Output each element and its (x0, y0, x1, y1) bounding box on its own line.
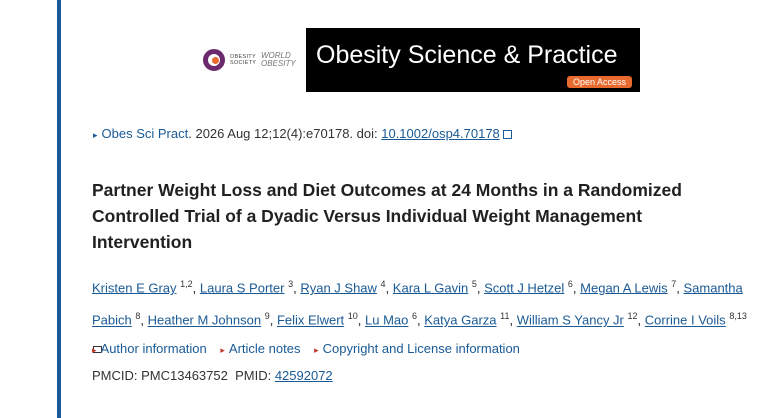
journal-title: Obesity Science & Practice (316, 41, 618, 69)
pmcid-label: PMCID: PMC13463752 (92, 368, 228, 383)
obesity-society-text: OBESITY SOCIETY (230, 54, 257, 66)
author-link[interactable]: Lu Mao (365, 312, 409, 328)
author-affiliation: 10 (347, 311, 358, 322)
author-link[interactable]: William S Yancy Jr (516, 312, 624, 328)
author-information-link[interactable]: Author information (100, 341, 207, 356)
author-affiliation: 3 (288, 279, 294, 289)
article-notes-triangle-icon: ▸ (220, 345, 225, 355)
author-affiliation: 12 (627, 311, 638, 322)
external-link-icon[interactable] (502, 130, 512, 139)
pmid-label: PMID: (235, 368, 275, 383)
society-logos: OBESITY SOCIETY WORLD OBESITY (197, 28, 306, 92)
author-link[interactable]: Kristen E Gray (92, 280, 177, 296)
author-link[interactable]: Megan A Lewis (580, 280, 668, 296)
author-link[interactable]: Felix Elwert (276, 312, 345, 328)
copyright-triangle-icon: ▸ (314, 345, 319, 355)
author-link[interactable]: Katya Garza (424, 312, 497, 328)
author-affiliation: 7 (671, 279, 677, 289)
author-affiliation: 6 (567, 279, 573, 289)
author-list: Kristen E Gray 1,2, Laura S Porter 3, Ry… (92, 270, 752, 363)
journal-banner[interactable]: OBESITY SOCIETY WORLD OBESITY Obesity Sc… (197, 28, 640, 92)
author-link[interactable]: Ryan J Shaw (300, 280, 377, 296)
article-notes-link[interactable]: Article notes (228, 341, 301, 356)
obesity-society-logo-icon (203, 49, 225, 71)
author-link[interactable]: Laura S Porter (199, 280, 285, 296)
author-link[interactable]: Kara L Gavin (392, 280, 469, 296)
expand-triangle-icon[interactable]: ▸ (93, 130, 98, 140)
author-affiliation: 5 (471, 279, 477, 289)
doi-link[interactable]: 10.1002/osp4.70178 (381, 126, 500, 141)
author-affiliation: 1,2 (180, 279, 193, 289)
article-identifiers: PMCID: PMC13463752 PMID: 42592072 (92, 368, 333, 383)
citation-details: . 2026 Aug 12;12(4):e70178. doi: (188, 126, 382, 141)
journal-link[interactable]: Obes Sci Pract (101, 126, 189, 141)
author-affiliation: 11 (500, 311, 510, 322)
left-accent-rule (57, 0, 61, 418)
citation-line: ▸ Obes Sci Pract. 2026 Aug 12;12(4):e7017… (93, 126, 512, 141)
author-affiliation: 9 (264, 311, 270, 322)
author-link[interactable]: Heather M Johnson (147, 312, 262, 328)
author-affiliation: 4 (380, 279, 386, 289)
author-affiliation: 8,13 (729, 311, 747, 322)
author-affiliation: 8 (135, 311, 141, 322)
author-info-triangle-icon: ▸ (92, 345, 97, 355)
author-link[interactable]: Scott J Hetzel (484, 280, 565, 296)
author-link[interactable]: Samantha Pabich (92, 280, 743, 328)
open-access-badge: Open Access (566, 76, 632, 88)
email-icon[interactable] (93, 345, 102, 353)
banner-title-area: Obesity Science & Practice Open Access (306, 28, 640, 92)
article-info-links: ▸ Author information ▸ Article notes ▸ Copy… (92, 341, 530, 356)
author-affiliation: 6 (412, 311, 418, 322)
pmid-link[interactable]: 42592072 (274, 368, 333, 383)
world-obesity-text: WORLD OBESITY (261, 51, 296, 68)
author-link[interactable]: Corrine I Voils (644, 312, 726, 328)
copyright-license-link[interactable]: Copyright and License information (322, 341, 520, 356)
article-title: Partner Weight Loss and Diet Outcomes at… (92, 180, 682, 252)
